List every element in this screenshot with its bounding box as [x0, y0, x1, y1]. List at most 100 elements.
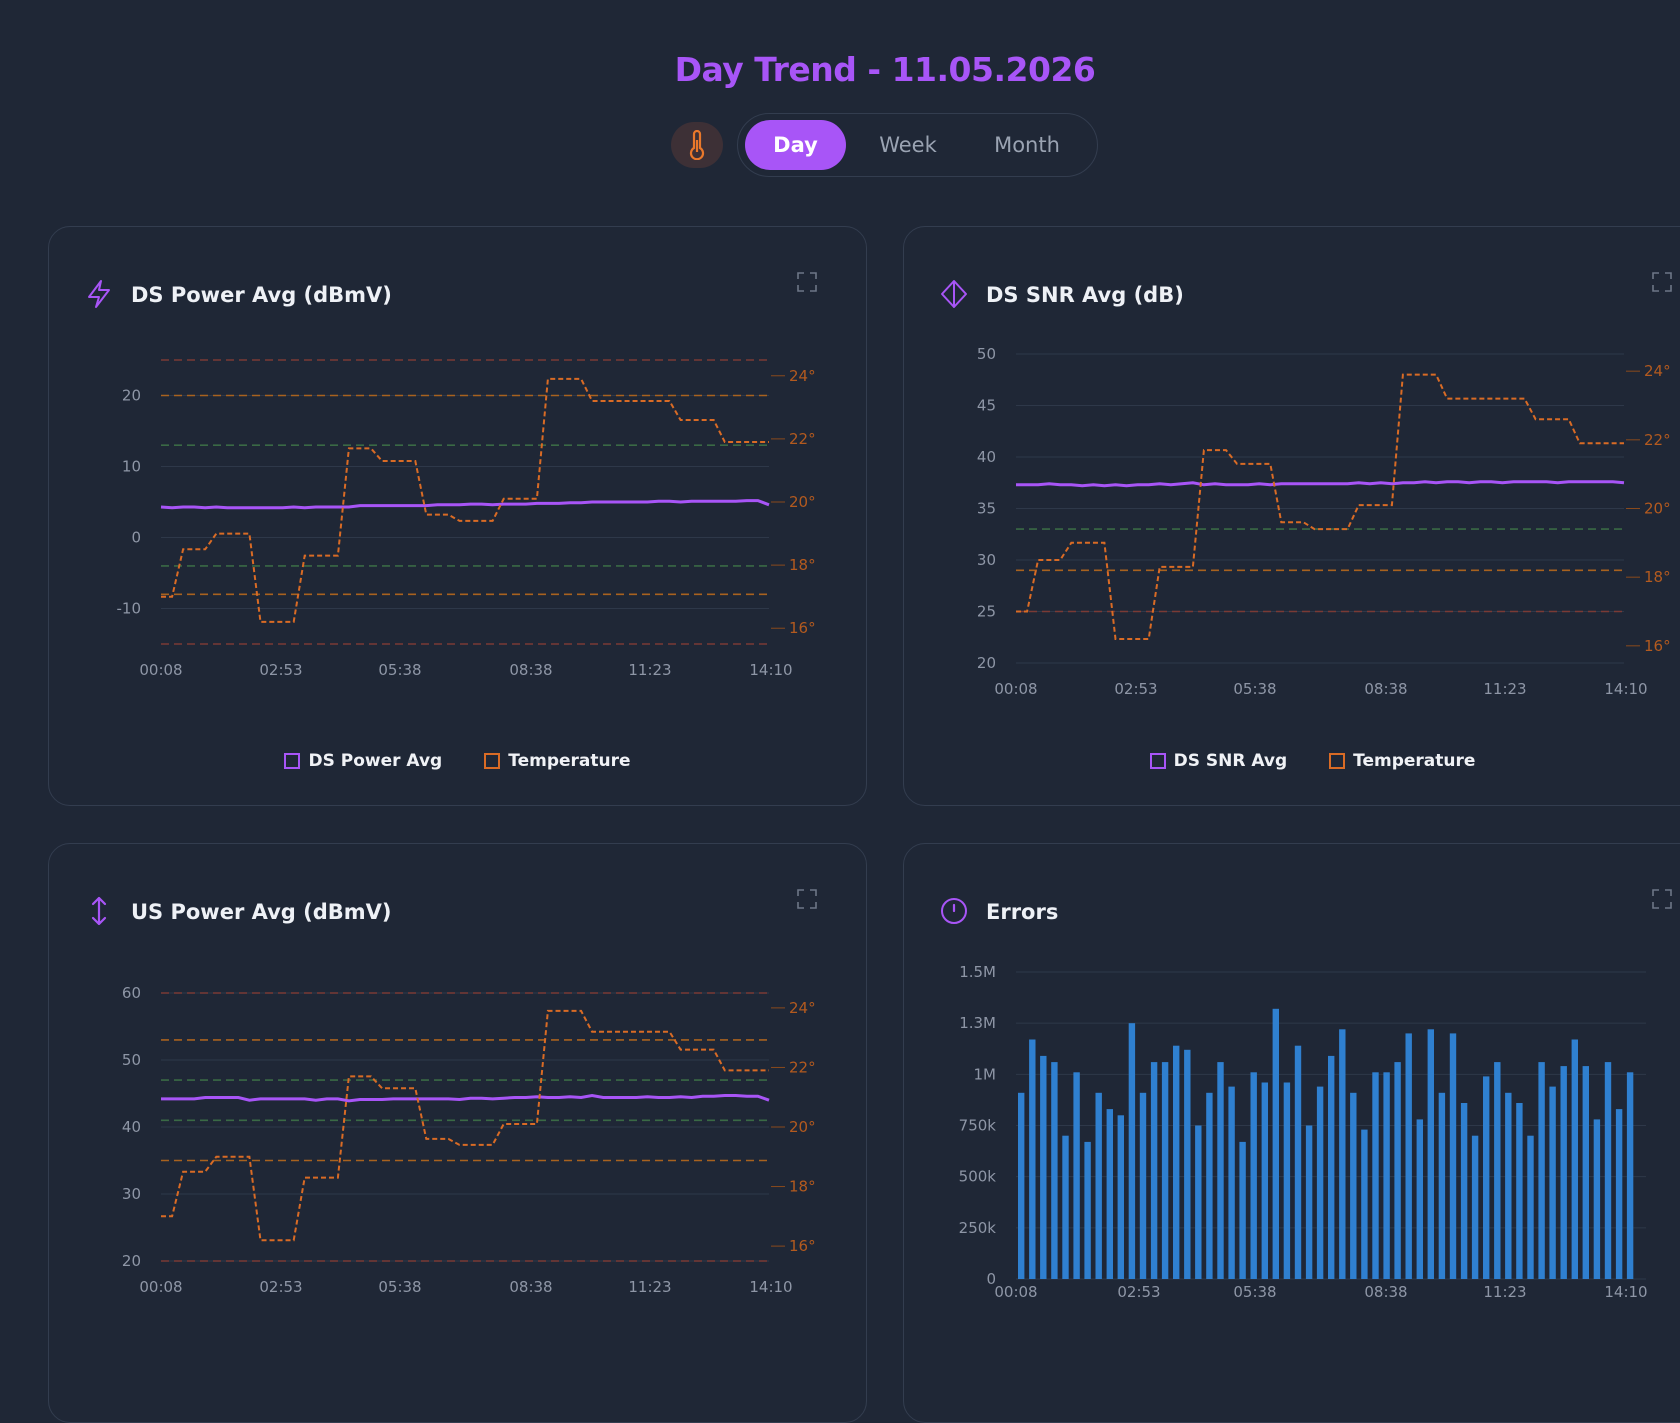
- y-tick-label: 35: [977, 500, 996, 518]
- error-bar: [1150, 1062, 1158, 1279]
- error-bar: [1305, 1125, 1313, 1279]
- error-bar: [1593, 1119, 1601, 1279]
- error-bar: [1073, 1072, 1080, 1279]
- error-bar: [1505, 1092, 1512, 1279]
- x-tick-label: 11:23: [1483, 680, 1526, 698]
- legend-item-ds-snr[interactable]: DS SNR Avg: [1149, 751, 1287, 771]
- error-bar: [1206, 1092, 1213, 1279]
- x-tick-label: 02:53: [1117, 1283, 1160, 1301]
- error-bar: [1239, 1141, 1246, 1279]
- y-tick-label: 25: [977, 603, 996, 621]
- y-tick-label: 250k: [959, 1219, 997, 1237]
- error-bar: [1560, 1066, 1567, 1279]
- error-bar: [1604, 1062, 1612, 1279]
- y2-tick-label: 22°: [1644, 431, 1671, 449]
- legend-swatch: [1149, 753, 1166, 769]
- error-bar: [1383, 1072, 1390, 1279]
- us-power-title: US Power Avg (dBmV): [131, 900, 392, 924]
- temperature-line: [161, 377, 769, 623]
- legend-item-ds-power[interactable]: DS Power Avg: [284, 751, 442, 771]
- x-tick-label: 02:53: [1114, 680, 1157, 698]
- temperature-line: [161, 1009, 769, 1242]
- y-tick-label: 30: [122, 1185, 141, 1203]
- y-tick-label: -10: [117, 600, 142, 618]
- ds-snr-chart: 50 45 40 35 30 25 20 24° 22° 20° 18° 16° 00:08 02:53 0…: [977, 345, 1671, 698]
- range-month-button[interactable]: Month: [994, 133, 1060, 157]
- x-tick-label: 02:53: [259, 661, 302, 679]
- x-tick-label: 05:38: [1233, 1283, 1276, 1301]
- legend-label: Temperature: [1353, 751, 1476, 771]
- error-bar: [1372, 1072, 1379, 1279]
- error-bar: [1316, 1086, 1324, 1279]
- error-bar: [1173, 1045, 1180, 1279]
- error-bar: [1161, 1062, 1169, 1279]
- error-bar: [1460, 1103, 1468, 1279]
- legend-item-temperature[interactable]: Temperature: [1329, 751, 1475, 771]
- x-tick-label: 14:10: [1604, 680, 1647, 698]
- error-bar: [1483, 1076, 1490, 1279]
- y2-tick-label: 22°: [789, 1058, 816, 1076]
- y-tick-label: 30: [977, 551, 996, 569]
- error-bar: [1328, 1055, 1335, 1279]
- y2-tick-label: 20°: [789, 493, 816, 511]
- y-tick-label: 20: [122, 1252, 141, 1270]
- series-line: [1016, 480, 1625, 488]
- legend-label: Temperature: [508, 751, 631, 771]
- page-title: Day Trend - 11.05.2026: [674, 50, 1096, 89]
- error-bar: [1084, 1141, 1091, 1279]
- error-bar: [1117, 1115, 1124, 1279]
- expand-icon[interactable]: [1652, 889, 1672, 909]
- error-bar: [1294, 1045, 1302, 1279]
- y-tick-label: 1M: [974, 1065, 997, 1083]
- y-tick-label: 750k: [959, 1117, 997, 1135]
- error-bar: [1427, 1029, 1434, 1279]
- error-bar: [1538, 1062, 1545, 1279]
- x-tick-label: 02:53: [259, 1278, 302, 1296]
- thermometer-icon: [689, 130, 705, 160]
- expand-icon[interactable]: [797, 889, 817, 909]
- error-bar: [1040, 1055, 1047, 1279]
- error-bar: [1405, 1033, 1412, 1279]
- x-tick-label: 00:08: [139, 661, 182, 679]
- y-tick-label: 1.3M: [959, 1014, 996, 1032]
- x-tick-label: 08:38: [1364, 1283, 1407, 1301]
- x-tick-label: 08:38: [509, 1278, 552, 1296]
- error-bar: [1106, 1109, 1113, 1279]
- legend-item-temperature[interactable]: Temperature: [484, 751, 631, 771]
- y-tick-label: 0: [131, 529, 141, 547]
- temperature-toggle-button[interactable]: [671, 122, 723, 168]
- errors-card: Errors 1.5M 1.3M 1M 750k 500k 250k 0 00:08 02:53…: [903, 843, 1680, 1423]
- x-tick-label: 08:38: [1364, 680, 1407, 698]
- error-bar: [1438, 1092, 1446, 1279]
- y-tick-label: 40: [122, 1118, 141, 1136]
- us-power-card: US Power Avg (dBmV) 60 50 40 30 20 24° 22° 20° 1…: [48, 843, 867, 1423]
- ds-snr-legend: DS SNR Avg Temperature: [904, 751, 1680, 771]
- y2-tick-label: 18°: [789, 1178, 816, 1196]
- series-line: [161, 1093, 770, 1103]
- x-tick-label: 05:38: [378, 661, 421, 679]
- x-tick-label: 14:10: [1604, 1283, 1647, 1301]
- y2-tick-label: 24°: [789, 367, 816, 385]
- error-bar: [1615, 1109, 1623, 1279]
- diamond-icon: [941, 280, 967, 308]
- lightning-icon: [88, 280, 110, 308]
- x-tick-label: 00:08: [139, 1278, 182, 1296]
- ds-power-chart: 20 10 0 -10 24° 22° 20° 18° 16° 00:08 02:53 05:38 08…: [117, 359, 816, 679]
- error-bar: [1394, 1062, 1401, 1279]
- ds-power-legend: DS Power Avg Temperature: [49, 751, 866, 771]
- y-tick-label: 20: [122, 387, 141, 405]
- series-line: [160, 499, 770, 510]
- range-week-button[interactable]: Week: [879, 133, 937, 157]
- alert-circle-icon: [941, 898, 967, 924]
- range-day-button[interactable]: Day: [745, 120, 846, 170]
- error-bar: [1228, 1086, 1235, 1279]
- expand-icon[interactable]: [1652, 272, 1672, 292]
- error-bar: [1029, 1039, 1036, 1279]
- y-tick-label: 45: [977, 397, 996, 415]
- error-bar: [1018, 1092, 1025, 1279]
- ds-power-card: DS Power Avg (dBmV) 20 10 0 -10 24° 22° 20° 18°…: [48, 226, 867, 806]
- error-bar: [1361, 1129, 1368, 1279]
- errors-title: Errors: [986, 900, 1059, 924]
- y-tick-label: 1.5M: [959, 963, 996, 981]
- expand-icon[interactable]: [797, 272, 817, 292]
